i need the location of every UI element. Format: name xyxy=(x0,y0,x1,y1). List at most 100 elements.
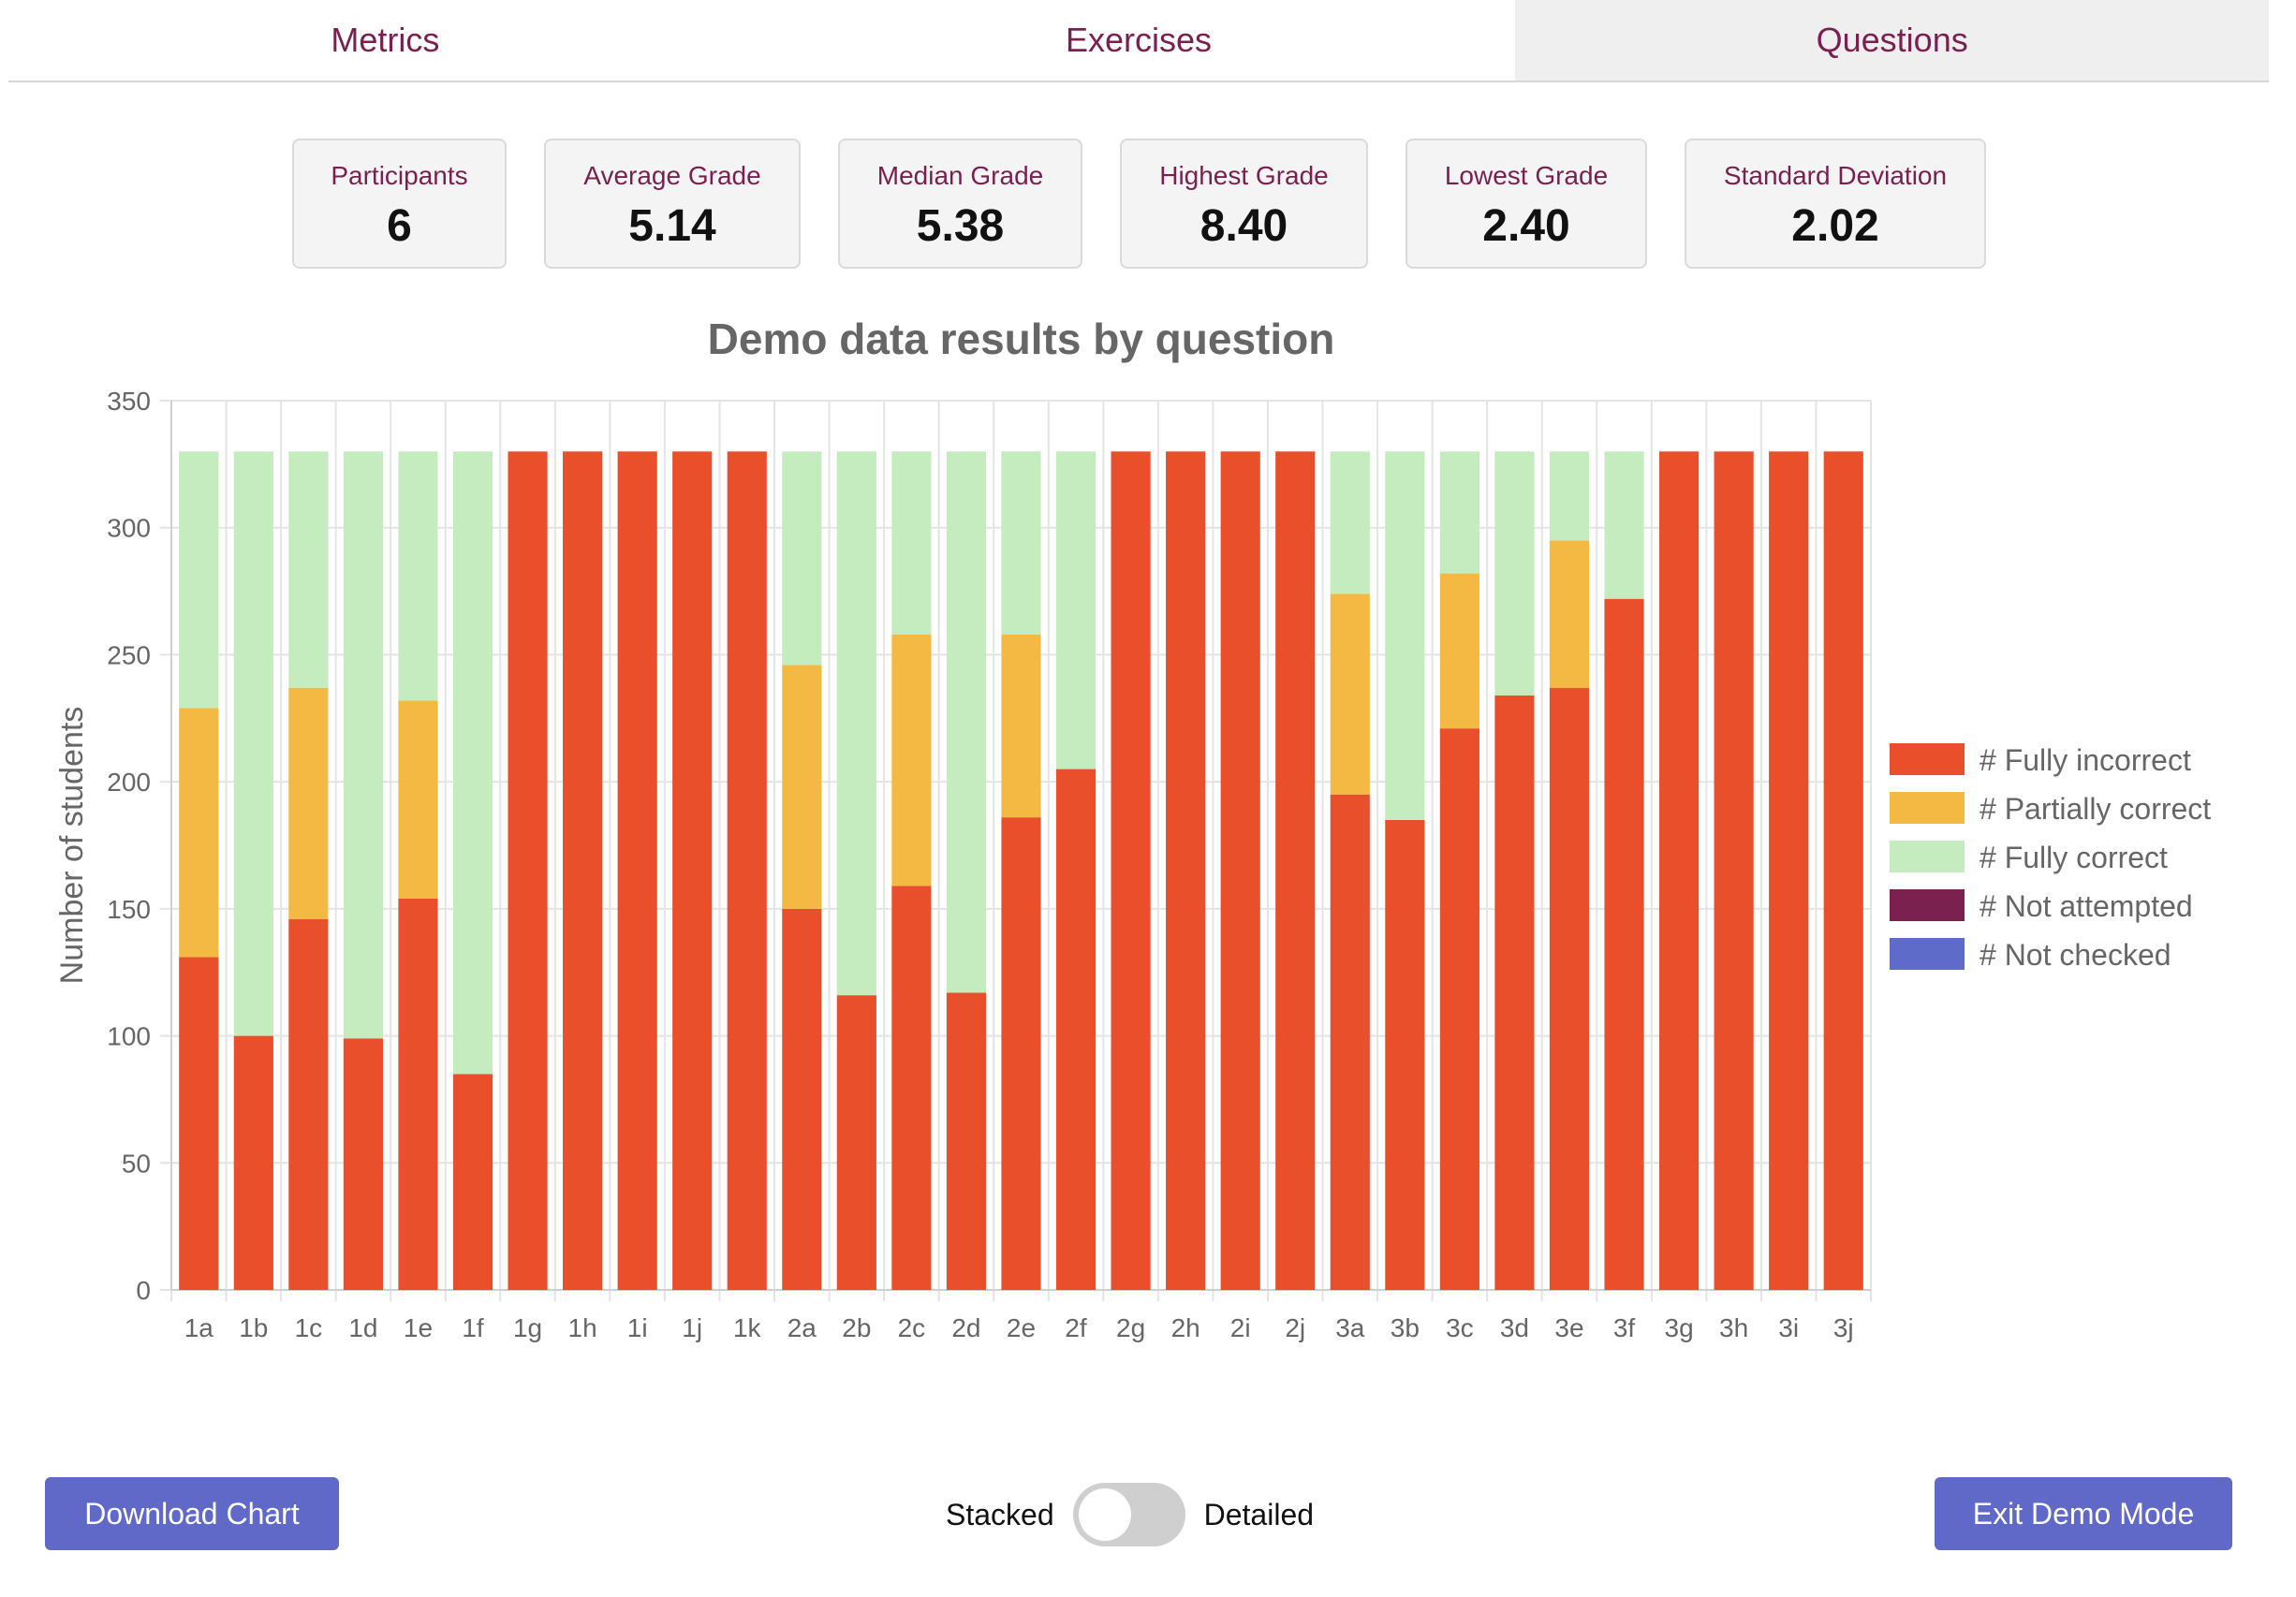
x-tick-label: 2j xyxy=(1285,1313,1305,1342)
x-tick-label: 2f xyxy=(1065,1313,1087,1342)
x-tick-label: 1b xyxy=(239,1313,268,1342)
bar-3b-fully-correct xyxy=(1385,451,1425,820)
legend-label: # Fully incorrect xyxy=(1980,743,2191,777)
legend-swatch xyxy=(1890,743,1965,775)
bar-2b-fully-incorrect xyxy=(836,995,876,1290)
tab-metrics[interactable]: Metrics xyxy=(331,21,440,59)
x-tick-label: 2e xyxy=(1007,1313,1036,1342)
y-tick-label: 0 xyxy=(136,1276,151,1305)
bar-1f-fully-correct xyxy=(452,451,493,1075)
bar-2a-fully-correct xyxy=(782,451,822,666)
legend-label: # Not checked xyxy=(1980,938,2171,972)
switch-knob xyxy=(1078,1488,1131,1541)
y-tick-label: 50 xyxy=(122,1149,151,1178)
stat-value: 8.40 xyxy=(1200,201,1288,251)
bar-3c-fully-correct xyxy=(1439,451,1479,574)
bar-3a-fully-incorrect xyxy=(1330,794,1370,1290)
bar-1i-fully-incorrect xyxy=(617,451,657,1290)
chart-title: Demo data results by question xyxy=(708,315,1335,363)
bar-1a-fully-correct xyxy=(179,451,219,709)
x-tick-label: 1k xyxy=(733,1313,762,1342)
stat-card-participants: Participants 6 xyxy=(292,139,507,269)
bar-1e-fully-incorrect xyxy=(398,899,438,1290)
x-tick-label: 1e xyxy=(404,1313,433,1342)
x-tick-label: 2g xyxy=(1116,1313,1145,1342)
bar-1c-fully-correct xyxy=(288,451,329,688)
legend-label: # Partially correct xyxy=(1980,792,2211,826)
legend-swatch xyxy=(1890,792,1965,824)
stat-label: Average Grade xyxy=(583,161,761,190)
tab-bar: Metrics Exercises Questions xyxy=(8,0,2270,82)
stats-row: Participants 6 Average Grade 5.14 Median… xyxy=(0,139,2296,272)
y-tick-label: 200 xyxy=(107,768,151,797)
x-tick-label: 2i xyxy=(1230,1313,1251,1342)
x-tick-label: 1g xyxy=(513,1313,542,1342)
bar-2d-fully-correct xyxy=(946,451,987,993)
legend-swatch xyxy=(1890,889,1965,921)
tab-exercises[interactable]: Exercises xyxy=(1065,21,1213,59)
x-tick-label: 3b xyxy=(1391,1313,1420,1342)
bar-3a-fully-correct xyxy=(1330,451,1370,594)
bar-2g-fully-incorrect xyxy=(1111,451,1151,1290)
bar-1c-partially-correct xyxy=(288,687,329,919)
stat-value: 5.38 xyxy=(916,201,1005,251)
bar-2e-fully-incorrect xyxy=(1001,817,1041,1290)
bar-3c-partially-correct xyxy=(1439,573,1479,729)
x-tick-label: 1j xyxy=(682,1313,702,1342)
bar-1d-fully-incorrect xyxy=(343,1038,383,1290)
view-toggle: Stacked Detailed xyxy=(946,1481,1314,1548)
download-chart-button[interactable]: Download Chart xyxy=(45,1477,339,1550)
x-tick-label: 3j xyxy=(1833,1313,1854,1342)
bar-2j-fully-incorrect xyxy=(1275,451,1316,1290)
x-tick-label: 2a xyxy=(787,1313,817,1342)
stat-label: Lowest Grade xyxy=(1444,161,1609,190)
bar-3e-fully-correct xyxy=(1549,451,1590,541)
bar-3h-fully-incorrect xyxy=(1714,451,1754,1290)
exit-demo-mode-button[interactable]: Exit Demo Mode xyxy=(1935,1477,2232,1550)
y-axis-label: Number of students xyxy=(54,707,90,985)
bar-3d-fully-incorrect xyxy=(1494,695,1535,1290)
bar-2c-fully-incorrect xyxy=(891,886,932,1290)
legend-label: # Fully correct xyxy=(1980,841,2168,874)
x-tick-label: 1a xyxy=(184,1313,214,1342)
bar-1b-fully-correct xyxy=(233,451,273,1036)
bar-2e-fully-correct xyxy=(1001,451,1041,635)
x-tick-label: 1f xyxy=(462,1313,484,1342)
toggle-stacked-label: Stacked xyxy=(946,1497,1054,1531)
bar-3j-fully-incorrect xyxy=(1823,451,1863,1290)
y-tick-label: 250 xyxy=(107,640,151,669)
bar-1a-fully-incorrect xyxy=(179,957,219,1290)
bar-3i-fully-incorrect xyxy=(1769,451,1809,1290)
bar-1f-fully-incorrect xyxy=(452,1074,493,1290)
bar-2c-partially-correct xyxy=(891,634,932,886)
bar-3f-fully-incorrect xyxy=(1604,598,1644,1290)
x-tick-label: 3h xyxy=(1719,1313,1748,1342)
bar-3c-fully-incorrect xyxy=(1439,728,1479,1290)
bar-1h-fully-incorrect xyxy=(563,451,603,1290)
question-results-chart: Demo data results by question 0 50 100 150 20… xyxy=(54,315,2211,1342)
y-tick-label: 300 xyxy=(107,514,151,543)
x-tick-label: 2c xyxy=(898,1313,926,1342)
bar-2d-fully-incorrect xyxy=(946,992,987,1290)
x-tick-label: 3i xyxy=(1778,1313,1799,1342)
bar-2f-fully-correct xyxy=(1055,451,1096,769)
x-tick-label: 3c xyxy=(1446,1313,1474,1342)
bar-3g-fully-incorrect xyxy=(1659,451,1700,1290)
x-tick-label: 2d xyxy=(951,1313,980,1342)
stat-card-average-grade: Average Grade 5.14 xyxy=(544,139,801,269)
y-tick-label: 350 xyxy=(107,387,151,416)
bar-1d-fully-correct xyxy=(343,451,383,1039)
x-tick-label: 1c xyxy=(295,1313,323,1342)
stacked-detailed-switch[interactable] xyxy=(1072,1483,1185,1546)
x-tick-label: 3f xyxy=(1613,1313,1636,1342)
tab-questions[interactable]: Questions xyxy=(1515,0,2270,81)
bar-3b-fully-incorrect xyxy=(1385,819,1425,1290)
bar-2c-fully-correct xyxy=(891,451,932,635)
bar-3d-fully-correct xyxy=(1494,451,1535,696)
bar-1c-fully-incorrect xyxy=(288,918,329,1290)
bar-1a-partially-correct xyxy=(179,708,219,958)
bar-1b-fully-incorrect xyxy=(233,1035,273,1290)
toggle-detailed-label: Detailed xyxy=(1203,1497,1315,1531)
bar-3a-partially-correct xyxy=(1330,593,1370,795)
x-tick-label: 2h xyxy=(1171,1313,1200,1342)
